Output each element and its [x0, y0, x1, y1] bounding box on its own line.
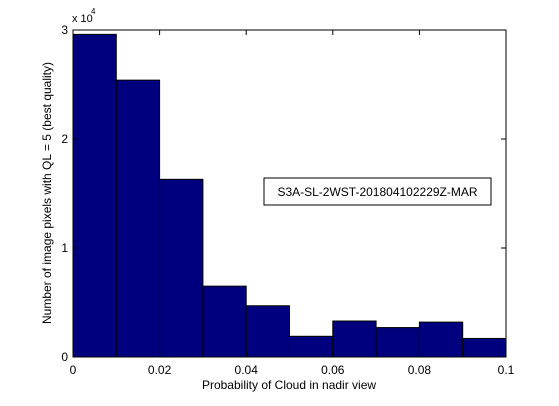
- histogram-bar: [202, 285, 247, 358]
- y-tick-label: 3: [61, 23, 68, 37]
- annotation-box: [263, 177, 492, 206]
- histogram-bar: [159, 178, 204, 358]
- y-axis-label: Number of image pixels with QL = 5 (best…: [40, 62, 54, 324]
- x-tick-label: 0: [70, 363, 77, 377]
- histogram-bar: [332, 320, 377, 358]
- annotation-text: S3A-SL-2WST-201804102229Z-MAR: [277, 185, 477, 199]
- histogram-bar: [375, 327, 420, 358]
- x-tick-label: 0.1: [498, 363, 515, 377]
- histogram-bar: [462, 337, 507, 358]
- y-tick-label: 2: [61, 132, 68, 146]
- x-tick-label: 0.06: [321, 363, 345, 377]
- y-tick-label: 1: [61, 241, 68, 255]
- y-axis-multiplier: x 10: [72, 13, 93, 25]
- x-tick-label: 0.04: [235, 363, 259, 377]
- x-axis-label: Probability of Cloud in nadir view: [202, 378, 376, 392]
- y-tick-label: 0: [61, 350, 68, 364]
- ticks-layer: 0 0.02 0.04 0.06 0.08 0.1 0 1 2 3: [61, 23, 514, 377]
- x-tick-label: 0.02: [148, 363, 172, 377]
- histogram-bar: [115, 79, 161, 358]
- histogram-bar: [289, 335, 334, 358]
- histogram-bar: [72, 33, 117, 358]
- bars-layer: [72, 33, 507, 358]
- histogram-bar: [418, 321, 464, 358]
- histogram-bar: [245, 305, 290, 358]
- x-tick-label: 0.08: [408, 363, 432, 377]
- axes-frame: [72, 29, 507, 358]
- y-axis-multiplier-exponent: 4: [91, 7, 96, 16]
